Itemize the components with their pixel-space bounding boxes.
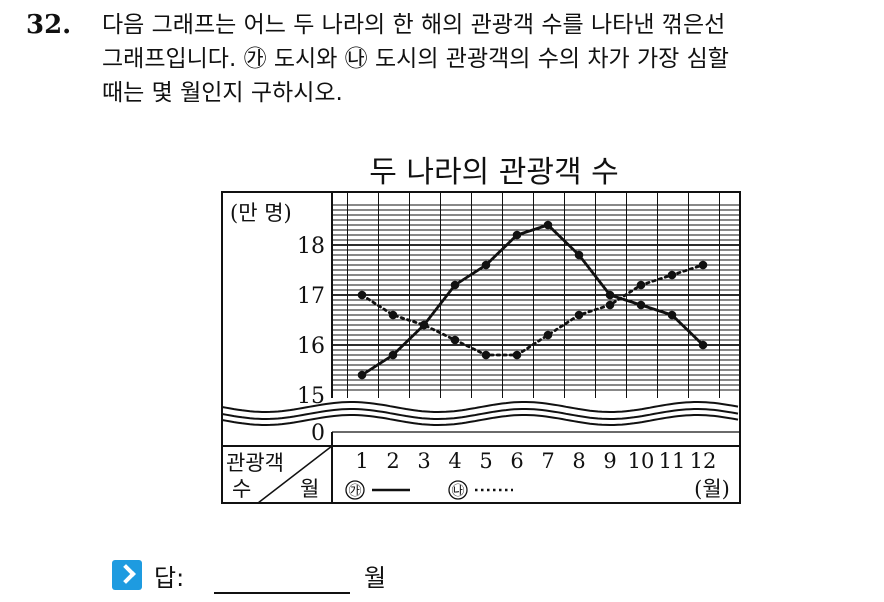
data-point xyxy=(667,310,677,320)
legend-series-name: ㉮ xyxy=(348,484,361,499)
corner-label-bottom-right: 월 xyxy=(300,477,319,501)
legend-marker-circle xyxy=(448,480,468,500)
x-unit-label: (월) xyxy=(694,477,730,501)
axis-break-wave xyxy=(221,414,739,426)
y-tick-label: 18 xyxy=(297,234,325,259)
x-tick-label: 3 xyxy=(417,449,430,473)
x-tick-label: 5 xyxy=(479,449,492,473)
data-point xyxy=(574,310,584,320)
x-tick-label: 7 xyxy=(541,449,554,473)
chart-title: 두 나라의 관광객 수 xyxy=(369,155,618,190)
data-point xyxy=(605,300,615,310)
data-point xyxy=(481,260,491,270)
data-point xyxy=(605,290,615,300)
x-tick-label: 11 xyxy=(659,449,686,473)
data-point xyxy=(574,250,584,260)
axis-break-wave xyxy=(221,401,739,413)
x-tick-label: 1 xyxy=(355,449,368,473)
x-tick-label: 2 xyxy=(386,449,399,473)
y-tick-label: 17 xyxy=(297,284,325,309)
answer-row: 답: 월 xyxy=(112,556,512,596)
data-point xyxy=(388,310,398,320)
x-tick-label: 10 xyxy=(628,449,655,473)
question-line: 때는 몇 월인지 구하시오. xyxy=(102,80,343,106)
data-point xyxy=(357,290,367,300)
answer-blank[interactable] xyxy=(214,592,350,594)
data-point xyxy=(512,350,522,360)
data-point xyxy=(481,350,491,360)
axis-break-wave xyxy=(221,408,739,420)
x-tick-label: 6 xyxy=(510,449,523,473)
answer-label: 답: xyxy=(154,564,185,592)
data-point xyxy=(357,370,367,380)
data-point xyxy=(543,330,553,340)
corner-label-bottom-left: 수 xyxy=(232,477,251,501)
data-point xyxy=(698,340,708,350)
data-point xyxy=(388,350,398,360)
y-tick-label: 16 xyxy=(297,334,325,359)
series-line xyxy=(360,223,705,377)
legend-series-name: ㉯ xyxy=(451,484,464,499)
data-point xyxy=(636,280,646,290)
x-tick-label: 4 xyxy=(448,449,461,473)
x-tick-label: 12 xyxy=(690,449,717,473)
y-tick-label: 15 xyxy=(297,384,325,409)
corner-diagonal xyxy=(257,445,333,504)
data-point xyxy=(543,220,553,230)
question-number: 32. xyxy=(26,10,72,40)
series-line xyxy=(360,263,705,357)
question-line: 그래프입니다. ㉮ 도시와 ㉯ 도시의 관광객의 수의 차가 가장 심할 xyxy=(102,46,729,72)
question-line: 다음 그래프는 어느 두 나라의 한 해의 관광객 수를 나타낸 꺾은선 xyxy=(102,12,726,38)
legend-marker-circle xyxy=(345,480,365,500)
y-tick-label: 0 xyxy=(311,421,325,446)
x-tick-label: 8 xyxy=(572,449,585,473)
data-point xyxy=(512,230,522,240)
data-point xyxy=(636,300,646,310)
data-point xyxy=(419,320,429,330)
answer-unit: 월 xyxy=(364,564,387,592)
data-point xyxy=(698,260,708,270)
data-point xyxy=(450,280,460,290)
data-point xyxy=(667,270,677,280)
x-tick-label: 9 xyxy=(603,449,616,473)
data-point xyxy=(450,335,460,345)
chevron-right-icon xyxy=(112,560,142,590)
question-block: 32. 다음 그래프는 어느 두 나라의 한 해의 관광객 수를 나타낸 꺾은선… xyxy=(18,8,868,110)
chart-frame xyxy=(221,191,741,504)
y-unit-label: (만 명) xyxy=(230,201,292,225)
question-text: 다음 그래프는 어느 두 나라의 한 해의 관광객 수를 나타낸 꺾은선 그래프… xyxy=(102,8,868,110)
corner-label-top: 관광객 xyxy=(226,451,284,475)
